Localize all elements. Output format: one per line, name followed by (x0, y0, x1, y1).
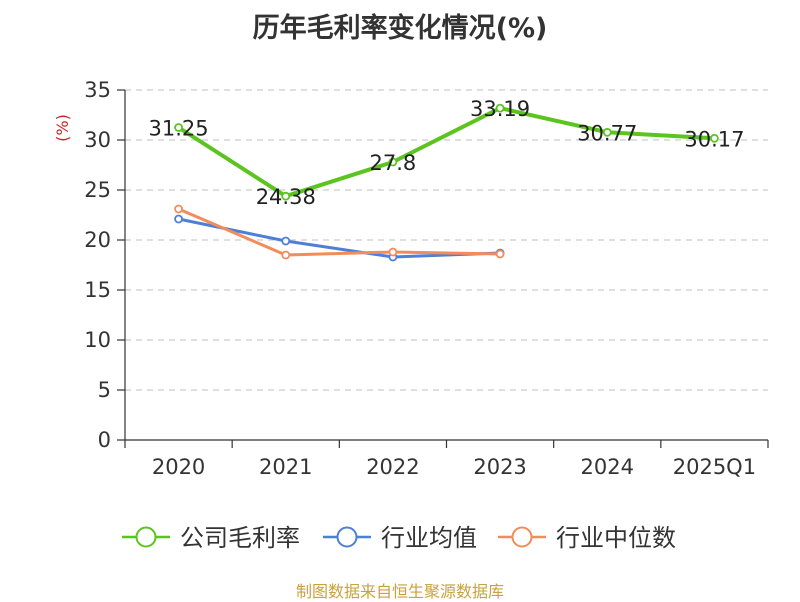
x-tick-label: 2025Q1 (673, 455, 756, 479)
y-tick-label: 5 (98, 378, 111, 402)
y-tick-label: 30 (84, 128, 111, 152)
data-point (388, 247, 398, 257)
data-label: 33.19 (470, 97, 530, 121)
legend-marker (511, 526, 533, 548)
y-tick-label: 10 (84, 328, 111, 352)
series-line (177, 106, 715, 199)
y-axis-label: (%) (53, 114, 72, 142)
data-point (281, 236, 291, 246)
data-point (174, 204, 183, 214)
y-tick-label: 35 (84, 78, 111, 102)
legend-label: 行业中位数 (556, 524, 676, 552)
legend-label: 公司毛利率 (180, 524, 300, 552)
series-line (178, 217, 501, 259)
data-point (495, 249, 505, 259)
data-point (710, 133, 719, 143)
x-tick-label: 2021 (259, 455, 312, 479)
data-point (495, 103, 505, 113)
data-label: 31.25 (149, 117, 209, 141)
source-note: 制图数据来自恒生聚源数据库 (295, 582, 504, 601)
x-tick-label: 2024 (581, 455, 634, 479)
y-tick-label: 20 (84, 228, 111, 252)
data-point (388, 157, 398, 167)
y-tick-label: 0 (98, 428, 111, 452)
series-line (177, 207, 501, 257)
x-tick-label: 2022 (366, 455, 419, 479)
y-tick-label: 25 (84, 178, 111, 202)
y-tick-label: 15 (84, 278, 111, 302)
data-point (281, 250, 291, 260)
chart-title: 历年毛利率变化情况(%) (252, 13, 548, 44)
data-label: 30.77 (577, 121, 637, 145)
legend-label: 行业均值 (381, 524, 477, 552)
x-tick-label: 2020 (152, 455, 205, 479)
data-point (174, 123, 183, 132)
data-point (174, 214, 183, 224)
legend-marker (336, 526, 358, 548)
data-point (281, 191, 291, 201)
data-label: 30.17 (684, 127, 744, 151)
legend-marker (135, 526, 157, 548)
x-tick-label: 2023 (473, 455, 526, 479)
data-point (602, 127, 612, 137)
data-label: 24.38 (256, 185, 316, 209)
data-label: 27.8 (370, 151, 417, 175)
